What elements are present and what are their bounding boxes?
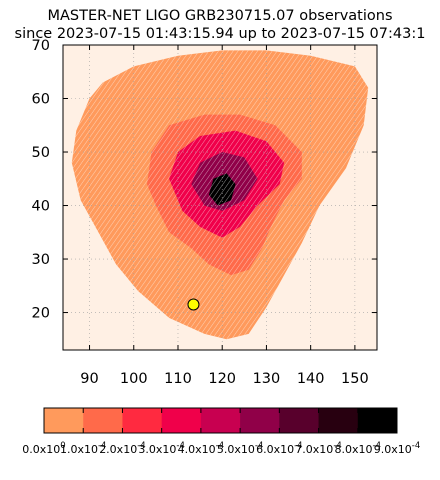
colorbar-segment (279, 408, 320, 433)
y-tick-label: 40 (32, 199, 50, 215)
y-tick-label: 50 (32, 145, 50, 161)
colorbar-segment (240, 408, 280, 433)
plot-area (63, 45, 377, 350)
colorbar-segment (318, 408, 359, 433)
colorbar-tick-label: 5.0x10-4 (217, 441, 264, 456)
colorbar-frame (43, 407, 398, 434)
colorbar-tick-label: 8.0x10-4 (335, 441, 382, 456)
y-tick-label: 20 (32, 306, 50, 322)
colorbar-tick-label: 7.0x10-4 (295, 441, 342, 456)
colorbar-tick-label: 0.0x100 (22, 441, 65, 456)
x-tick-label: 140 (297, 371, 325, 387)
x-tick-label: 90 (80, 371, 98, 387)
colorbar-tick-label: 4.0x10-4 (178, 441, 225, 456)
x-tick-label: 110 (164, 371, 192, 387)
axes: 90 100 110 120 130 140 150 20 30 40 50 60 70 (32, 38, 378, 387)
chart-title: MASTER-NET LIGO GRB230715.07 observation… (47, 8, 393, 24)
colorbar-segment (83, 408, 123, 433)
colorbar-segment (200, 408, 241, 433)
y-tick-label: 30 (32, 252, 50, 268)
plot-frame (62, 44, 378, 351)
colorbar-segment (122, 408, 163, 433)
x-tick-label: 100 (120, 371, 148, 387)
y-tick-label: 60 (32, 92, 50, 108)
colorbar-segment (161, 408, 202, 433)
target-marker (187, 298, 200, 311)
x-tick-label: 130 (253, 371, 281, 387)
y-tick-label: 70 (32, 38, 50, 54)
colorbar-tick-label: 1.0x10-4 (60, 441, 107, 456)
x-tick-label: 120 (208, 371, 236, 387)
colorbar-segment (357, 408, 398, 433)
x-tick-label: 150 (341, 371, 369, 387)
colorbar-tick-label: 3.0x10-4 (138, 441, 185, 456)
colorbar-tick-label: 9.0x10-4 (374, 441, 421, 456)
colorbar-tick-label: 2.0x10-4 (99, 441, 146, 456)
chart-subtitle: since 2023-07-15 01:43:15.94 up to 2023-… (14, 26, 426, 42)
colorbar-tick-label: 6.0x10-4 (256, 441, 303, 456)
colorbar-segment (44, 408, 84, 433)
colorbar: 0.0x1001.0x10-42.0x10-43.0x10-44.0x10-45… (22, 407, 421, 456)
